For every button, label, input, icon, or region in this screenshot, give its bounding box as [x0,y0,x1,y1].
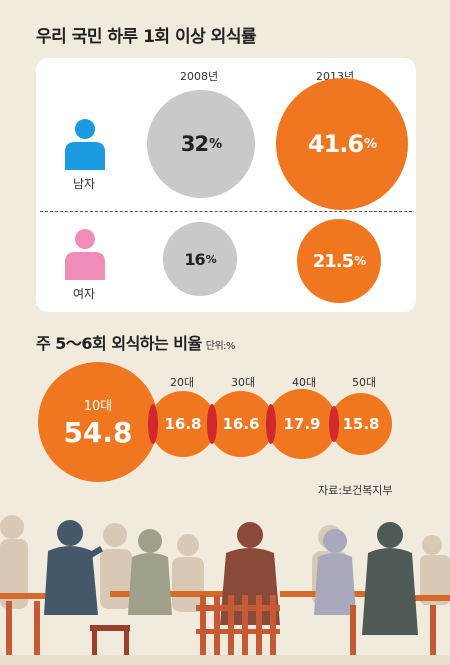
percent-sign: % [354,254,366,268]
age-label-10s: 10대 [83,399,113,414]
bubble-female-2008: 16% [163,222,237,296]
bubble-age-20s: 16.8 [150,391,216,457]
year-label-2008: 2008년 [180,70,219,83]
chart-title: 우리 국민 하루 1회 이상 외식률 [36,27,257,47]
overlap-30s-40s [266,404,276,444]
age-chart-title: 주 5～6회 외식하는 비율 단위:% [36,330,236,354]
percent-sign: % [364,136,377,152]
value-age-10s: 54.8 [63,416,133,449]
bubble-age-50s: 15.8 [330,393,392,455]
value-male-2013: 41.6 [307,130,364,158]
value-female-2013: 21.5 [312,250,354,272]
value-female-2008: 16 [184,249,205,269]
bubble-age-40s: 17.9 [267,389,337,459]
female-person-icon [62,228,108,284]
restaurant-silhouette-illustration [0,515,450,665]
overlap-20s-30s [207,404,217,444]
source-note: 자료:보건복지부 [318,484,393,497]
bubble-male-2013: 41.6% [276,78,408,210]
age-label-30s: 30대 [231,376,256,389]
overlap-40s-50s [329,406,339,442]
value-age-40s: 17.9 [283,415,321,433]
value-age-20s: 16.8 [164,415,202,433]
age-title-text: 주 5～6회 외식하는 비율 [36,334,202,353]
overlap-10s-20s [148,404,158,444]
bubble-female-2013: 21.5% [297,219,381,303]
age-label-50s: 50대 [352,376,377,389]
value-age-30s: 16.6 [222,415,260,433]
unit-label: 단위:% [205,341,236,352]
value-age-50s: 15.8 [342,415,380,433]
age-label-40s: 40대 [292,376,317,389]
bubble-age-10s: 10대 54.8 [38,362,158,482]
male-label: 남자 [73,177,96,191]
value-male-2008: 32 [180,132,209,156]
male-person-icon [62,118,108,174]
female-label: 여자 [73,287,96,301]
age-label-20s: 20대 [170,376,195,389]
gender-divider [40,211,412,212]
percent-sign: % [205,252,217,266]
bubble-male-2008: 32% [147,90,255,198]
bubble-age-30s: 16.6 [208,391,274,457]
percent-sign: % [209,136,222,152]
